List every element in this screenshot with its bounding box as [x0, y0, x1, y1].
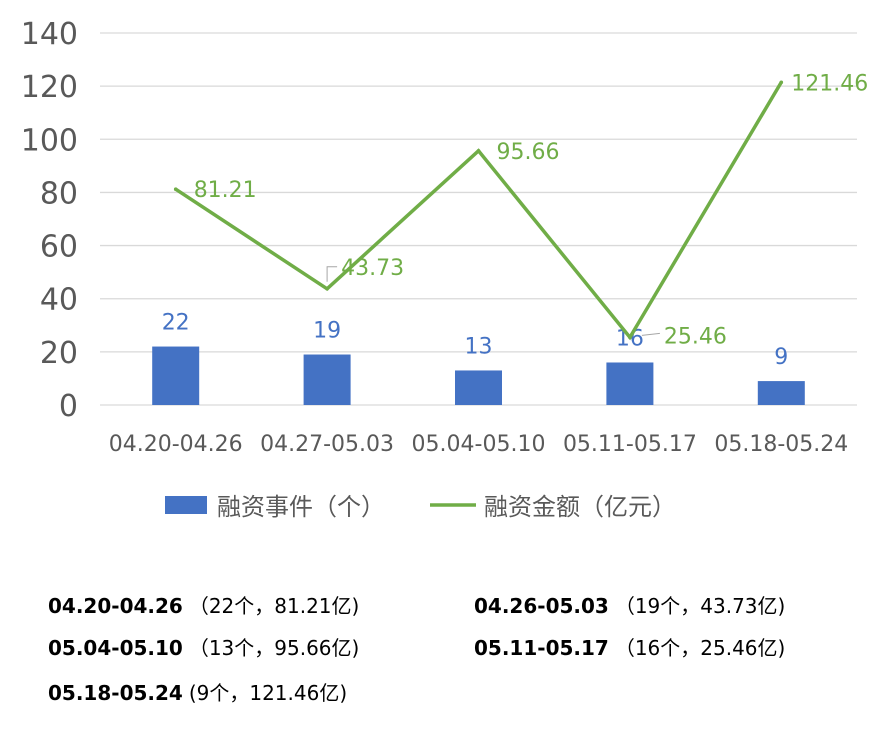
bar [152, 346, 200, 405]
x-tick-label: 04.27-05.03 [260, 432, 394, 457]
line-series: 81.21 43.73 95.66 25.46 121.46 [173, 71, 868, 349]
bar [757, 381, 805, 405]
line-point [173, 187, 178, 192]
bar-data-label: 19 [313, 319, 341, 344]
x-tick-label: 05.18-05.24 [714, 432, 848, 457]
y-tick-label: 80 [40, 176, 78, 211]
leader-line [641, 332, 660, 336]
summary-period: 05.11-05.17 [474, 636, 609, 660]
summary-period: 05.18-05.24 [48, 681, 183, 705]
line-data-label: 25.46 [664, 324, 727, 349]
line-data-label: 81.21 [194, 178, 257, 203]
summary-item: 05.18-05.24 (9个，121.46亿) [48, 677, 347, 706]
summary-detail: （16个，25.46亿) [614, 636, 786, 660]
bar-series: 221913169 [152, 311, 805, 405]
summary-detail: （13个，95.66亿) [188, 636, 360, 660]
line-point [779, 80, 784, 85]
legend-label: 融资金额（亿元） [484, 493, 676, 521]
x-tick-label: 05.11-05.17 [563, 432, 697, 457]
bar [303, 354, 351, 405]
summary-item: 04.20-04.26 （22个，81.21亿) [48, 590, 359, 619]
legend-bar-swatch [165, 496, 207, 514]
x-tick-label: 04.20-04.26 [109, 432, 243, 457]
legend-label: 融资事件（个） [217, 493, 385, 521]
y-tick-label: 40 [40, 283, 78, 318]
x-tick-label: 05.04-05.10 [412, 432, 546, 457]
line-point [476, 149, 481, 153]
line-data-label: 43.73 [341, 256, 404, 281]
gridlines [100, 32, 857, 406]
y-tick-label: 120 [21, 70, 78, 105]
x-axis: 04.20-04.26 04.27-05.03 05.04-05.10 05.11-0… [109, 432, 849, 457]
bar-data-label: 22 [162, 311, 190, 336]
y-tick-label: 60 [40, 230, 78, 265]
summary-detail: （22个，81.21亿) [188, 594, 360, 618]
summary-item: 05.04-05.10 （13个，95.66亿) [48, 632, 359, 661]
bar [455, 370, 502, 405]
bar [606, 362, 654, 405]
y-axis: 0 20 40 60 80 100 120 140 [21, 17, 78, 424]
y-tick-label: 0 [59, 389, 78, 424]
bar-data-label: 9 [774, 345, 788, 370]
summary-period: 04.20-04.26 [48, 594, 183, 618]
y-tick-label: 100 [21, 123, 78, 158]
line-point [628, 335, 632, 340]
summary-period: 04.26-05.03 [474, 594, 609, 618]
y-tick-label: 20 [40, 336, 78, 371]
line-point [325, 287, 329, 291]
bar-data-label: 13 [465, 334, 493, 359]
summary-item: 05.11-05.17 （16个，25.46亿) [474, 632, 785, 661]
summary-period: 05.04-05.10 [48, 636, 183, 660]
summary-detail: （19个，43.73亿) [614, 594, 786, 618]
line-data-label: 121.46 [791, 71, 868, 96]
summary-detail: (9个，121.46亿) [188, 681, 348, 705]
y-tick-label: 140 [21, 17, 78, 52]
legend: 融资事件（个） 融资金额（亿元） [165, 493, 676, 521]
summary-item: 04.26-05.03 （19个，43.73亿) [474, 590, 785, 619]
leader-line [326, 266, 338, 282]
line-data-label: 95.66 [497, 140, 560, 165]
